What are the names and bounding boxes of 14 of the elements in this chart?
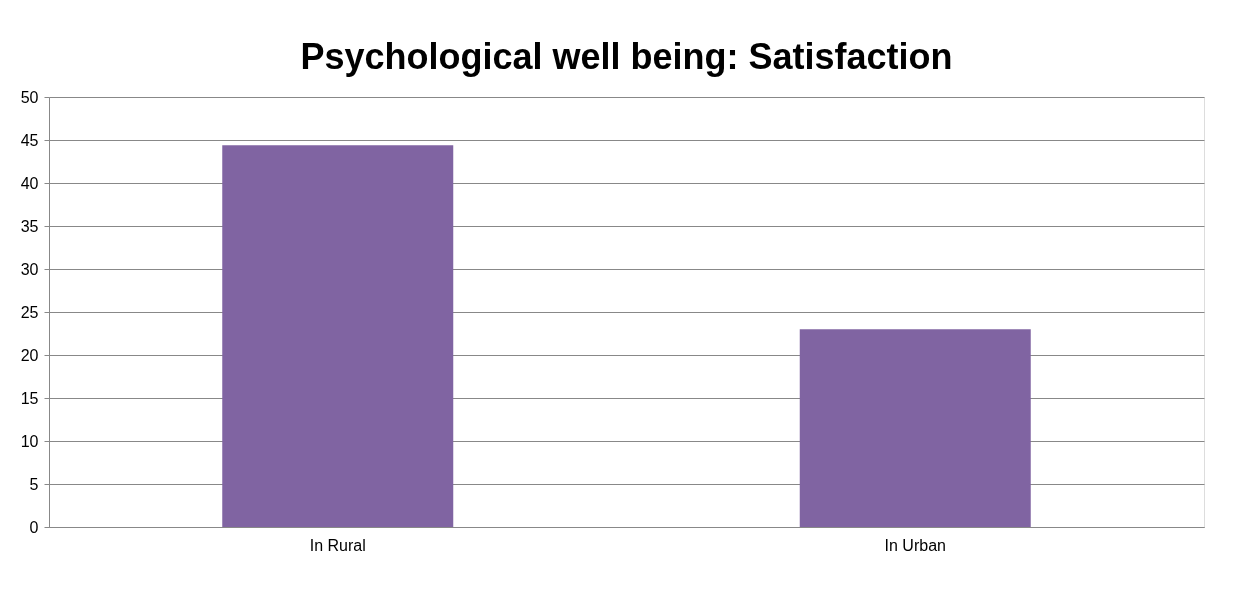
y-tick-label: 0 bbox=[29, 518, 39, 536]
y-tick-label: 25 bbox=[20, 303, 39, 321]
x-tick-label: In Urban bbox=[884, 536, 946, 554]
y-tick-label: 10 bbox=[20, 432, 39, 450]
y-tick-label: 20 bbox=[20, 346, 39, 364]
y-tick-label: 30 bbox=[20, 260, 39, 278]
y-tick-label: 45 bbox=[20, 131, 39, 149]
y-tick-label: 15 bbox=[20, 389, 39, 407]
y-tick-label: 50 bbox=[20, 88, 39, 106]
chart-title: Psychological well being: Satisfaction bbox=[300, 36, 953, 77]
x-tick-label: In Rural bbox=[309, 536, 366, 554]
y-tick-label: 40 bbox=[20, 174, 39, 192]
y-tick-label: 35 bbox=[20, 217, 39, 235]
y-tick-label: 5 bbox=[29, 475, 39, 493]
